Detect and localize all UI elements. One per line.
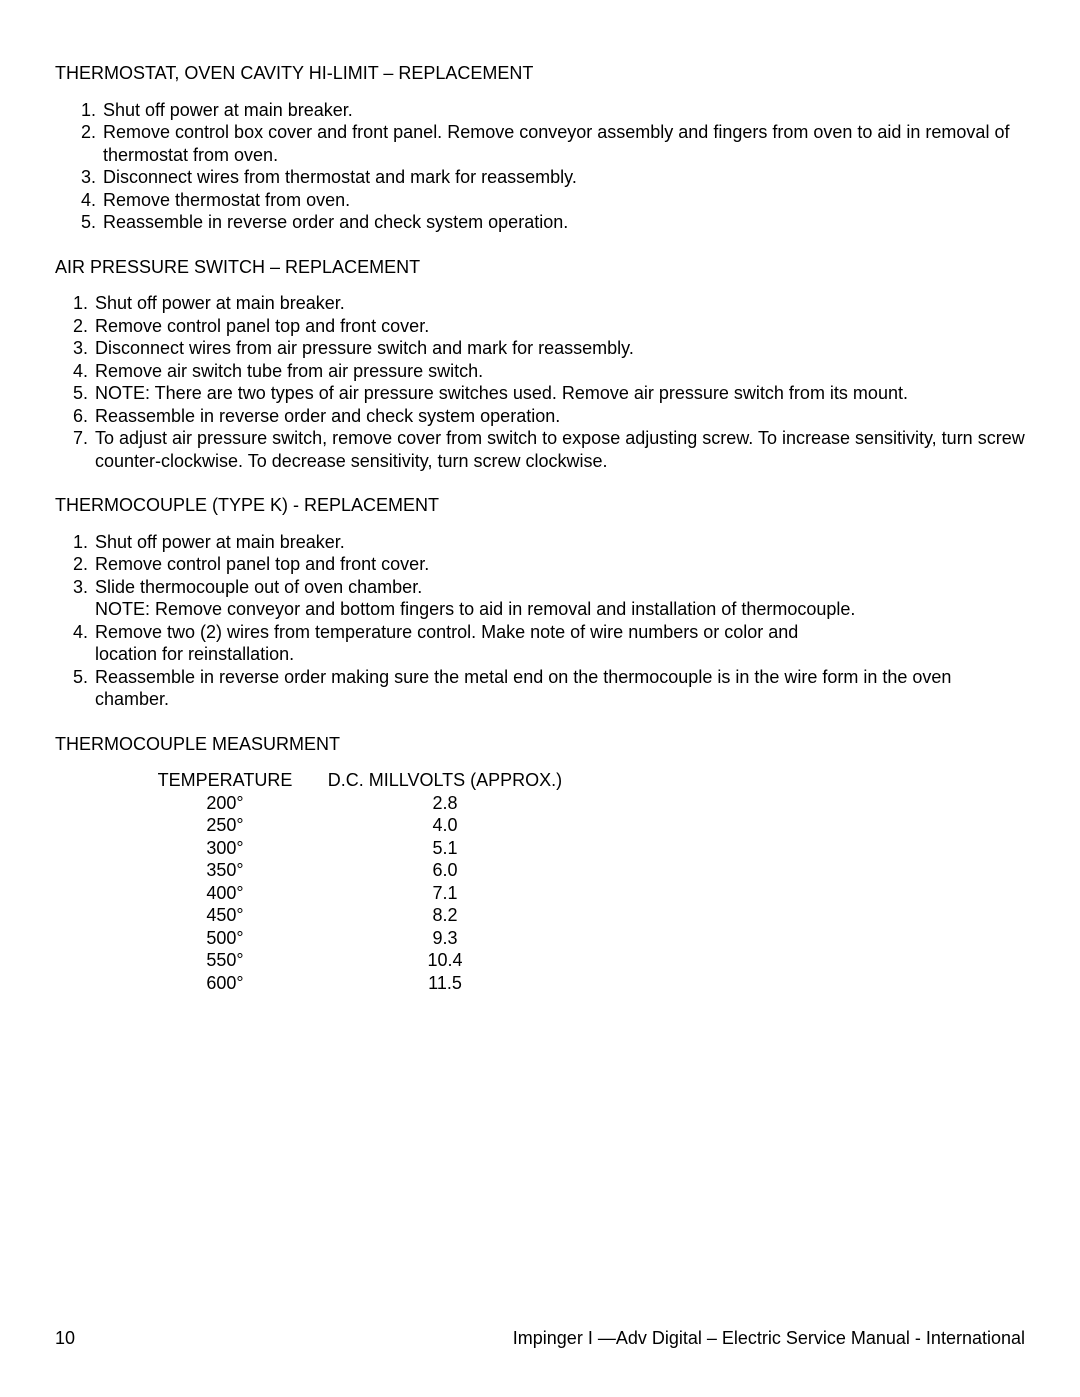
cell-mv: 5.1 bbox=[325, 837, 565, 860]
cell-temp: 250° bbox=[125, 814, 325, 837]
col-header-millivolts: D.C. MILLVOLTS (APPROX.) bbox=[325, 769, 565, 792]
cell-mv: 11.5 bbox=[325, 972, 565, 995]
list-item: Reassemble in reverse order and check sy… bbox=[101, 211, 1025, 234]
list-item: Reassemble in reverse order making sure … bbox=[93, 666, 1025, 711]
steps-thermocouple: Shut off power at main breaker. Remove c… bbox=[55, 531, 1025, 711]
section-heading-thermocouple: THERMOCOUPLE (TYPE K) - REPLACEMENT bbox=[55, 494, 1025, 517]
list-item: Shut off power at main breaker. bbox=[93, 292, 1025, 315]
cell-mv: 4.0 bbox=[325, 814, 565, 837]
cell-mv: 8.2 bbox=[325, 904, 565, 927]
table-row: 300° 5.1 bbox=[125, 837, 1025, 860]
cell-temp: 450° bbox=[125, 904, 325, 927]
section-heading-air-pressure: AIR PRESSURE SWITCH – REPLACEMENT bbox=[55, 256, 1025, 279]
list-item: Reassemble in reverse order and check sy… bbox=[93, 405, 1025, 428]
table-header-row: TEMPERATURE D.C. MILLVOLTS (APPROX.) bbox=[125, 769, 1025, 792]
steps-thermostat: Shut off power at main breaker. Remove c… bbox=[55, 99, 1025, 234]
step-note: NOTE: Remove conveyor and bottom fingers… bbox=[95, 598, 1025, 621]
cell-mv: 2.8 bbox=[325, 792, 565, 815]
table-row: 350° 6.0 bbox=[125, 859, 1025, 882]
list-item: Remove air switch tube from air pressure… bbox=[93, 360, 1025, 383]
list-item: Disconnect wires from thermostat and mar… bbox=[101, 166, 1025, 189]
list-item: Remove thermostat from oven. bbox=[101, 189, 1025, 212]
cell-temp: 350° bbox=[125, 859, 325, 882]
list-item: Remove two (2) wires from temperature co… bbox=[93, 621, 1025, 666]
doc-title: Impinger I —Adv Digital – Electric Servi… bbox=[513, 1327, 1025, 1350]
page-footer: 10 Impinger I —Adv Digital – Electric Se… bbox=[55, 1327, 1025, 1350]
cell-temp: 200° bbox=[125, 792, 325, 815]
step-text: Shut off power at main breaker. bbox=[95, 532, 345, 552]
cell-temp: 600° bbox=[125, 972, 325, 995]
cell-temp: 400° bbox=[125, 882, 325, 905]
section-heading-measurement: THERMOCOUPLE MEASURMENT bbox=[55, 733, 1025, 756]
page-number: 10 bbox=[55, 1327, 75, 1350]
cell-temp: 550° bbox=[125, 949, 325, 972]
list-item: Shut off power at main breaker. bbox=[101, 99, 1025, 122]
list-item: Disconnect wires from air pressure switc… bbox=[93, 337, 1025, 360]
list-item: Slide thermocouple out of oven chamber. … bbox=[93, 576, 1025, 621]
table-row: 200° 2.8 bbox=[125, 792, 1025, 815]
table-row: 600° 11.5 bbox=[125, 972, 1025, 995]
list-item: NOTE: There are two types of air pressur… bbox=[93, 382, 1025, 405]
section-heading-thermostat: THERMOSTAT, OVEN CAVITY HI-LIMIT – REPLA… bbox=[55, 62, 1025, 85]
cell-mv: 6.0 bbox=[325, 859, 565, 882]
table-row: 400° 7.1 bbox=[125, 882, 1025, 905]
list-item: Shut off power at main breaker. bbox=[93, 531, 1025, 554]
list-item: To adjust air pressure switch, remove co… bbox=[93, 427, 1025, 472]
list-item: Remove control panel top and front cover… bbox=[93, 553, 1025, 576]
page: THERMOSTAT, OVEN CAVITY HI-LIMIT – REPLA… bbox=[0, 0, 1080, 1397]
step-text: Reassemble in reverse order making sure … bbox=[95, 667, 951, 710]
step-text: Remove two (2) wires from temperature co… bbox=[95, 622, 798, 642]
table-row: 450° 8.2 bbox=[125, 904, 1025, 927]
cell-mv: 9.3 bbox=[325, 927, 565, 950]
cell-temp: 300° bbox=[125, 837, 325, 860]
table-row: 550° 10.4 bbox=[125, 949, 1025, 972]
list-item: Remove control panel top and front cover… bbox=[93, 315, 1025, 338]
list-item: Remove control box cover and front panel… bbox=[101, 121, 1025, 166]
cell-mv: 7.1 bbox=[325, 882, 565, 905]
col-header-temperature: TEMPERATURE bbox=[125, 769, 325, 792]
table-row: 250° 4.0 bbox=[125, 814, 1025, 837]
measurement-table: TEMPERATURE D.C. MILLVOLTS (APPROX.) 200… bbox=[125, 769, 1025, 994]
step-note: location for reinstallation. bbox=[95, 643, 1025, 666]
table-row: 500° 9.3 bbox=[125, 927, 1025, 950]
cell-temp: 500° bbox=[125, 927, 325, 950]
steps-air-pressure: Shut off power at main breaker. Remove c… bbox=[55, 292, 1025, 472]
step-text: Slide thermocouple out of oven chamber. bbox=[95, 577, 422, 597]
step-text: Remove control panel top and front cover… bbox=[95, 554, 429, 574]
cell-mv: 10.4 bbox=[325, 949, 565, 972]
